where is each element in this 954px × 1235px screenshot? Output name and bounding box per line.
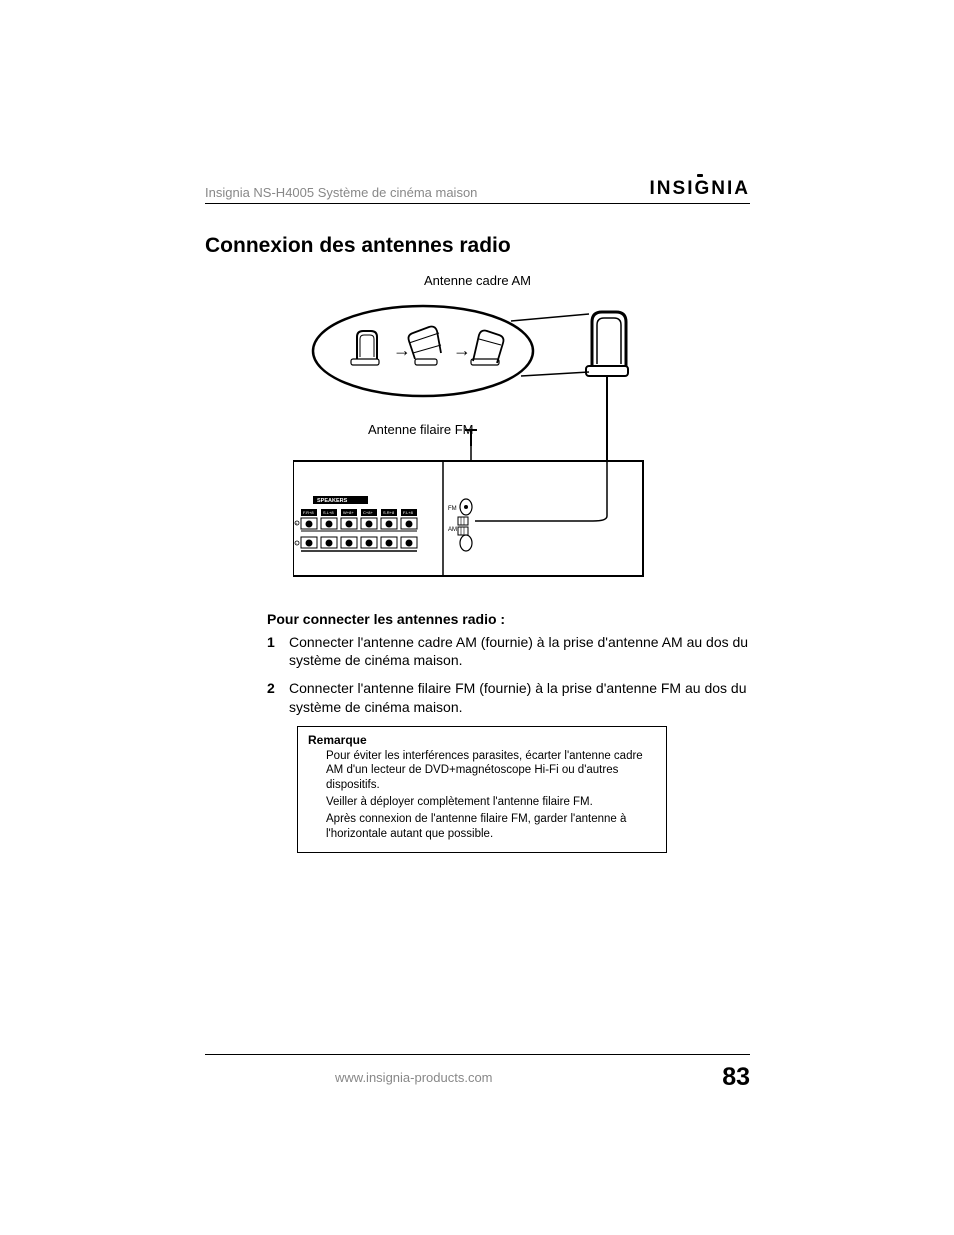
instructions-section: Pour connecter les antennes radio : 1 Co… bbox=[267, 611, 750, 853]
page-header: Insignia NS-H4005 Système de cinéma mais… bbox=[205, 178, 750, 204]
svg-text:SPEAKERS: SPEAKERS bbox=[317, 498, 348, 504]
note-title: Remarque bbox=[308, 733, 656, 747]
header-product-line: Insignia NS-H4005 Système de cinéma mais… bbox=[205, 185, 477, 200]
step-number: 2 bbox=[267, 679, 289, 715]
svg-text:C+8+: C+8+ bbox=[363, 510, 373, 515]
note-line-3: Après connexion de l'antenne filaire FM,… bbox=[326, 812, 656, 841]
page-footer: www.insignia-products.com 83 bbox=[205, 1054, 750, 1092]
step-2: 2 Connecter l'antenne filaire FM (fourni… bbox=[267, 679, 750, 715]
svg-text:AM: AM bbox=[448, 527, 457, 533]
antenna-diagram-svg: → → bbox=[293, 296, 663, 586]
instructions-heading: Pour connecter les antennes radio : bbox=[267, 611, 750, 627]
step-number: 1 bbox=[267, 633, 289, 669]
note-box: Remarque Pour éviter les interférences p… bbox=[297, 726, 667, 853]
antenna-diagram: Antenne cadre AM → → bbox=[205, 273, 750, 586]
svg-text:F.R+8: F.R+8 bbox=[303, 510, 314, 515]
svg-text:→: → bbox=[453, 340, 471, 360]
footer-page-number: 83 bbox=[722, 1063, 750, 1092]
svg-text:F.L+8: F.L+8 bbox=[403, 510, 414, 515]
step-text: Connecter l'antenne filaire FM (fournie)… bbox=[289, 679, 750, 715]
am-antenna-label: Antenne cadre AM bbox=[424, 273, 531, 288]
page-content: Insignia NS-H4005 Système de cinéma mais… bbox=[205, 178, 750, 853]
svg-text:S.R+8: S.R+8 bbox=[383, 510, 395, 515]
svg-text:W+8+: W+8+ bbox=[343, 510, 354, 515]
brand-logo: INSIGNIA bbox=[650, 178, 750, 200]
device-back-panel-icon: SPEAKERS F.R+8 S.L+8 W+8+ C+8+ S.R+8 F.L… bbox=[293, 451, 643, 576]
footer-url: www.insignia-products.com bbox=[335, 1070, 493, 1085]
fm-label-inline: Antenne filaire FM bbox=[368, 422, 474, 437]
svg-text:FM: FM bbox=[448, 506, 457, 512]
svg-text:→: → bbox=[393, 340, 411, 360]
step-1: 1 Connecter l'antenne cadre AM (fournie)… bbox=[267, 633, 750, 669]
note-line-1: Pour éviter les interférences parasites,… bbox=[326, 749, 656, 792]
svg-text:S.L+8: S.L+8 bbox=[323, 510, 334, 515]
step-text: Connecter l'antenne cadre AM (fournie) à… bbox=[289, 633, 750, 669]
note-line-2: Veiller à déployer complètement l'antenn… bbox=[326, 795, 656, 809]
section-title: Connexion des antennes radio bbox=[205, 234, 750, 258]
